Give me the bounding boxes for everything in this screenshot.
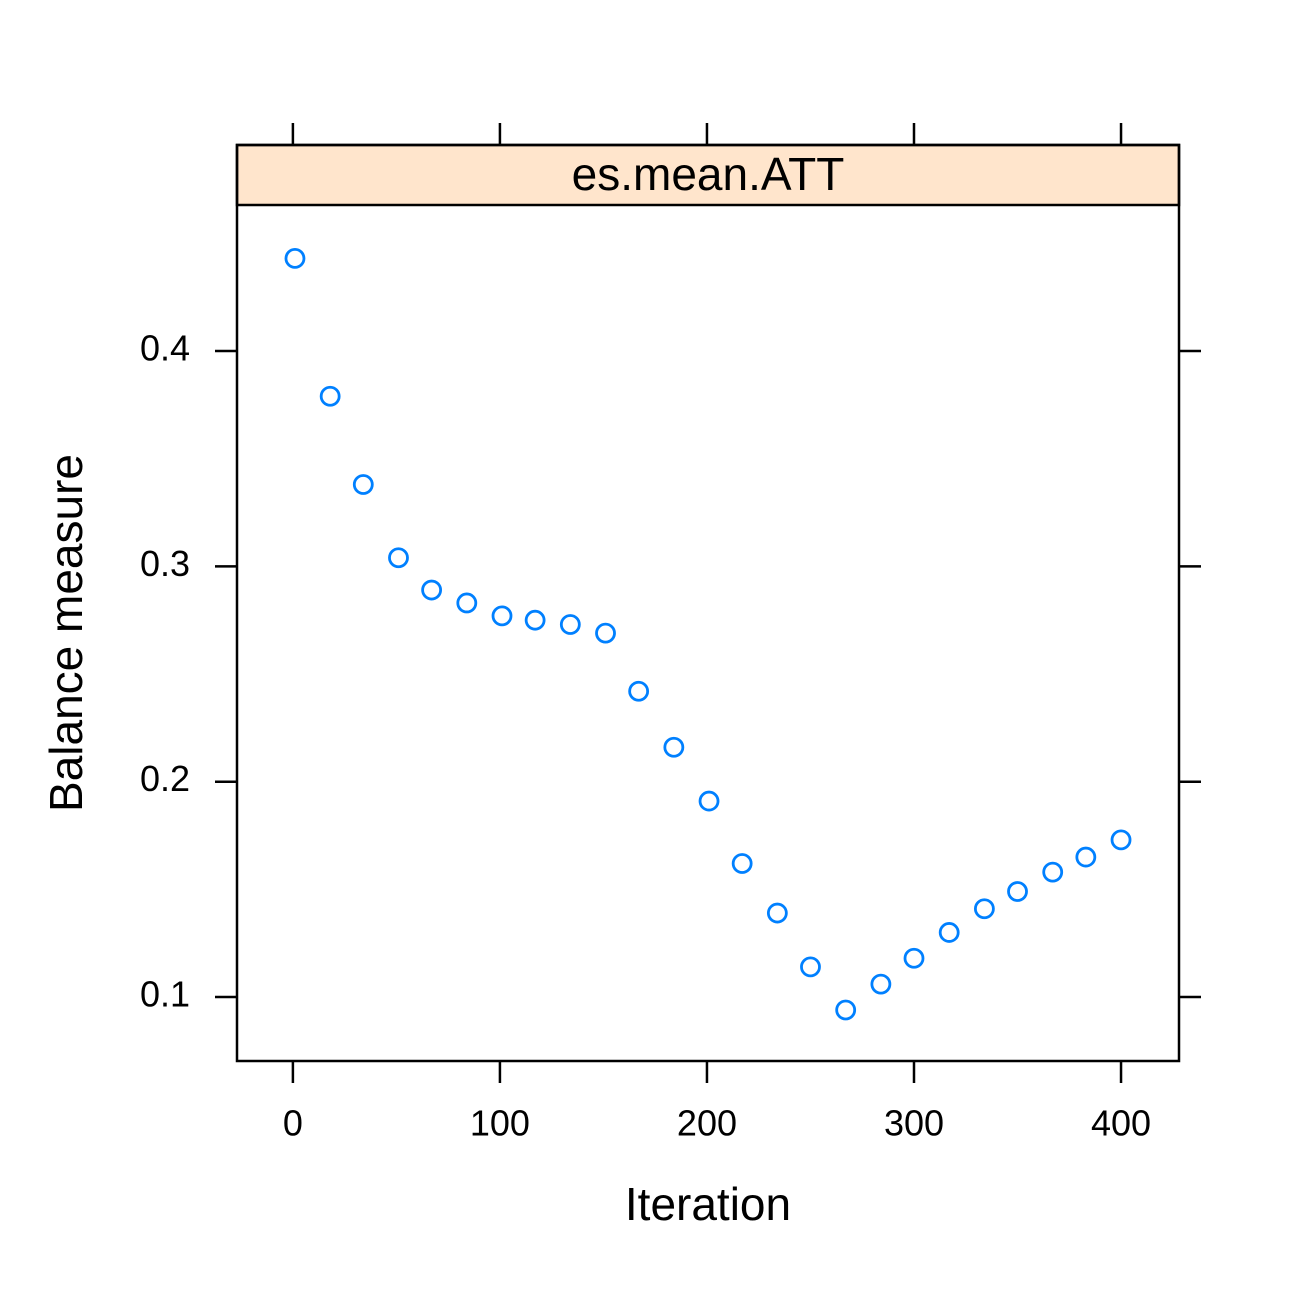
x-axis-title: Iteration — [625, 1178, 791, 1230]
point — [456, 592, 478, 614]
point — [766, 902, 788, 924]
point — [903, 947, 925, 969]
point — [973, 898, 995, 920]
point — [559, 614, 581, 635]
x-tick-label: 100 — [470, 1103, 530, 1144]
point — [595, 622, 616, 644]
x-tick-label: 0 — [283, 1103, 303, 1144]
strip — [235, 143, 1181, 207]
point — [800, 956, 821, 978]
panel-border — [235, 143, 1181, 1063]
point — [1110, 829, 1132, 851]
y-tick-label: 0.1 — [140, 974, 190, 1015]
point — [698, 790, 720, 812]
point — [421, 579, 443, 601]
y-axis-title: Balance measure — [40, 454, 92, 812]
point — [628, 680, 650, 702]
point — [870, 973, 892, 995]
point — [731, 853, 753, 874]
point — [284, 248, 306, 269]
point — [524, 609, 546, 631]
point — [1007, 881, 1028, 902]
point — [663, 736, 685, 758]
x-tick-label: 200 — [677, 1103, 737, 1144]
y-tick-label: 0.3 — [140, 543, 190, 584]
point — [388, 547, 409, 569]
point — [1075, 846, 1097, 868]
point — [491, 605, 513, 627]
x-tick-label: 400 — [1091, 1103, 1151, 1144]
strip-label: es.mean.ATT — [572, 148, 845, 200]
y-tick-label: 0.4 — [140, 328, 190, 369]
point — [319, 385, 341, 407]
x-tick-label: 300 — [884, 1103, 944, 1144]
point — [352, 474, 374, 495]
point — [1042, 861, 1064, 883]
point — [938, 922, 960, 943]
y-tick-label: 0.2 — [140, 758, 190, 799]
point — [835, 999, 857, 1021]
